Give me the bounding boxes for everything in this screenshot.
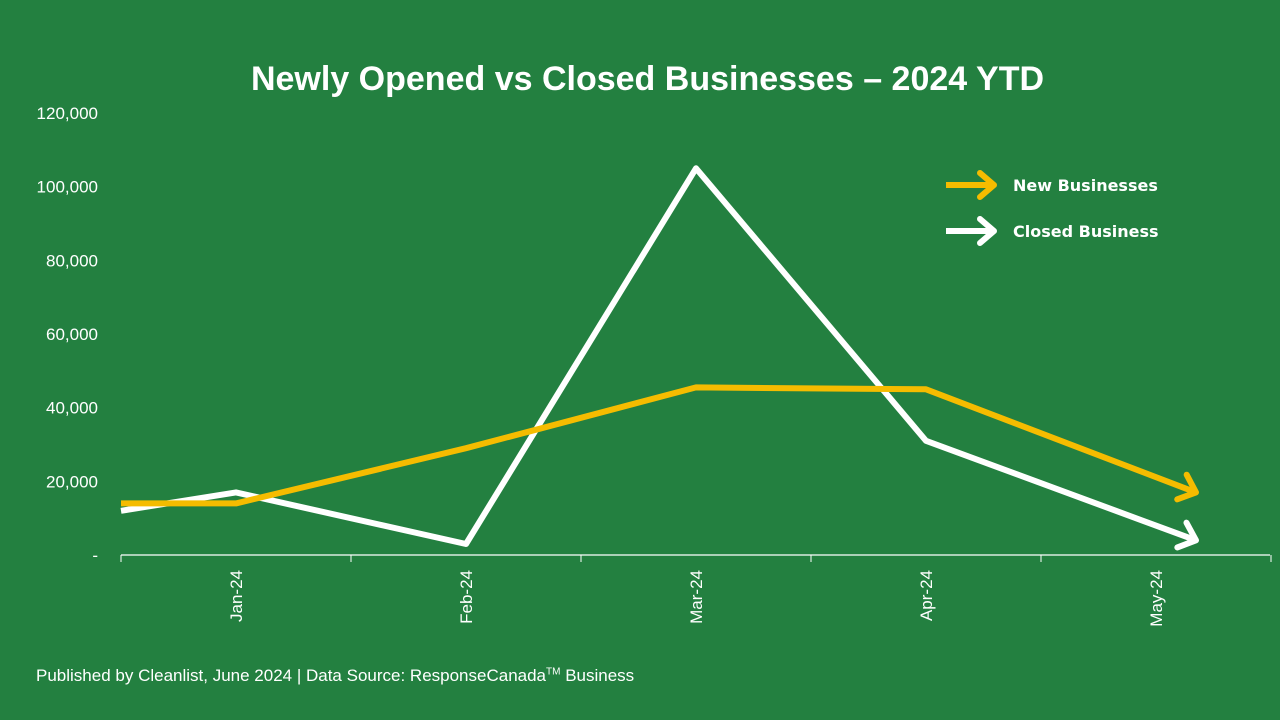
footer-text-end: Business [560, 666, 635, 685]
legend-arrow-icon [977, 216, 997, 246]
series-line-closed-business [120, 165, 1198, 547]
y-axis-ticks: - 20,000 40,000 60,000 80,000 100,000 120,000 [37, 104, 98, 565]
legend-label: Closed Business [1013, 222, 1159, 241]
y-tick-label: - [92, 546, 98, 565]
series-line-new-businesses [121, 384, 1198, 507]
series-arrowhead [1174, 471, 1199, 503]
footer-trademark: TM [546, 666, 561, 678]
legend-arrow-icon [977, 170, 997, 200]
y-tick-label: 80,000 [46, 251, 98, 270]
x-tick-label: Feb-24 [457, 570, 476, 624]
legend: New Businesses Closed Business [946, 170, 1159, 246]
y-tick-label: 60,000 [46, 325, 98, 344]
x-tick-label: May-24 [1147, 570, 1166, 627]
series-lines [120, 165, 1199, 551]
y-tick-label: 20,000 [46, 472, 98, 491]
footer-text: Published by Cleanlist, June 2024 | Data… [36, 666, 547, 685]
footer-source: Published by Cleanlist, June 2024 | Data… [36, 666, 634, 686]
legend-label: New Businesses [1013, 176, 1158, 195]
series-arrowhead [1174, 519, 1199, 551]
y-tick-label: 40,000 [46, 399, 98, 418]
y-tick-label: 120,000 [37, 104, 98, 123]
x-tick-label: Apr-24 [917, 570, 936, 621]
x-tick-label: Mar-24 [687, 570, 706, 624]
x-tick-label: Jan-24 [227, 570, 246, 622]
chart-title: Newly Opened vs Closed Businesses – 2024… [250, 60, 1045, 98]
y-tick-label: 100,000 [37, 178, 98, 197]
x-axis: Jan-24 Feb-24 Mar-24 Apr-24 May-24 [120, 554, 1272, 627]
